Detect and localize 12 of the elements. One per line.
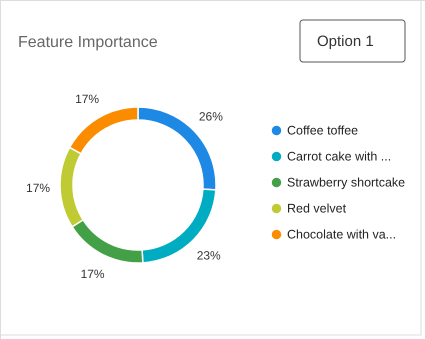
data-label: 17% [75, 92, 100, 106]
data-label: 17% [26, 181, 50, 196]
legend-label: Red velvet [287, 202, 347, 216]
data-label: 23% [196, 248, 222, 263]
data-label: 26% [198, 110, 224, 124]
legend-label: Strawberry shortcake [287, 176, 406, 190]
chart-title: Feature Importance [18, 34, 158, 51]
legend-label: Chocolate with va... [287, 228, 396, 242]
text: Option 1 [317, 33, 374, 50]
legend-label: Coffee toffee [287, 124, 358, 138]
data-label: 17% [80, 267, 105, 282]
legend-label: Carrot cake with ... [287, 150, 392, 164]
